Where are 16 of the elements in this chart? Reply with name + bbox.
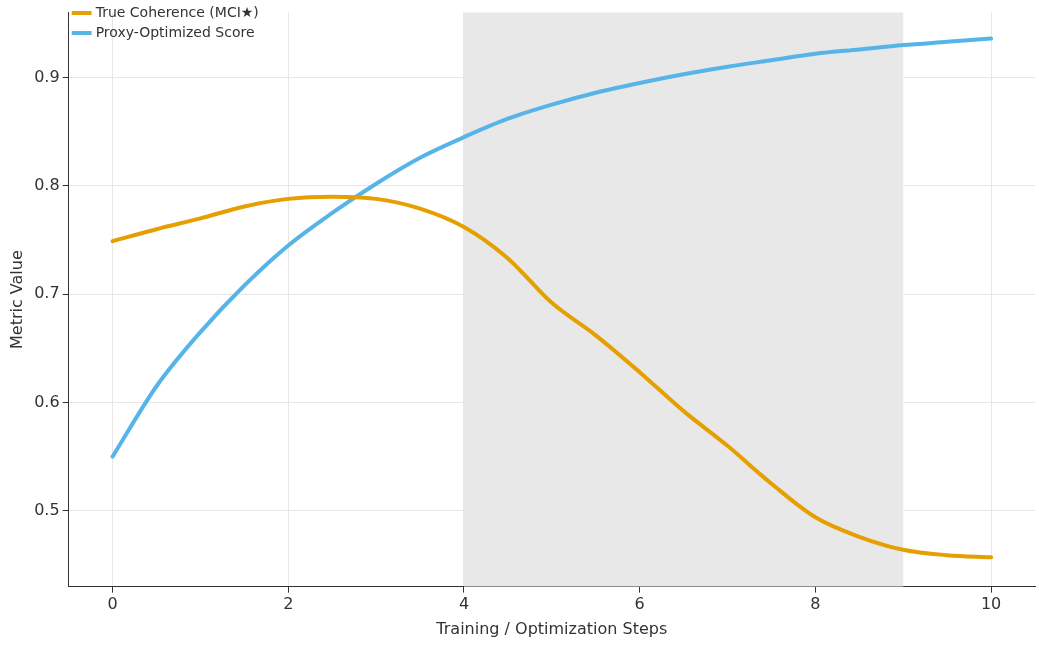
y-tick-label: 0.6 xyxy=(34,391,60,411)
x-tick-label: 6 xyxy=(634,594,645,614)
legend-label: True Coherence (MCI★) xyxy=(94,3,259,20)
x-tick-label: 4 xyxy=(458,594,470,614)
y-tick-label: 0.9 xyxy=(34,66,60,86)
legend-label: Proxy-Optimized Score xyxy=(95,23,255,40)
x-tick-label: 8 xyxy=(810,594,821,614)
line-series xyxy=(110,194,994,560)
y-axis-title: Metric Value xyxy=(6,250,26,349)
y-tick-label: 0.7 xyxy=(34,283,60,303)
y-tick-label: 0.5 xyxy=(34,499,60,519)
x-tick-label: 10 xyxy=(980,594,1002,614)
y-tick-label: 0.8 xyxy=(34,175,60,195)
x-tick-label: 2 xyxy=(283,594,294,614)
x-tick-label: 0 xyxy=(107,594,118,614)
x-axis-title: Training / Optimization Steps xyxy=(435,618,668,638)
